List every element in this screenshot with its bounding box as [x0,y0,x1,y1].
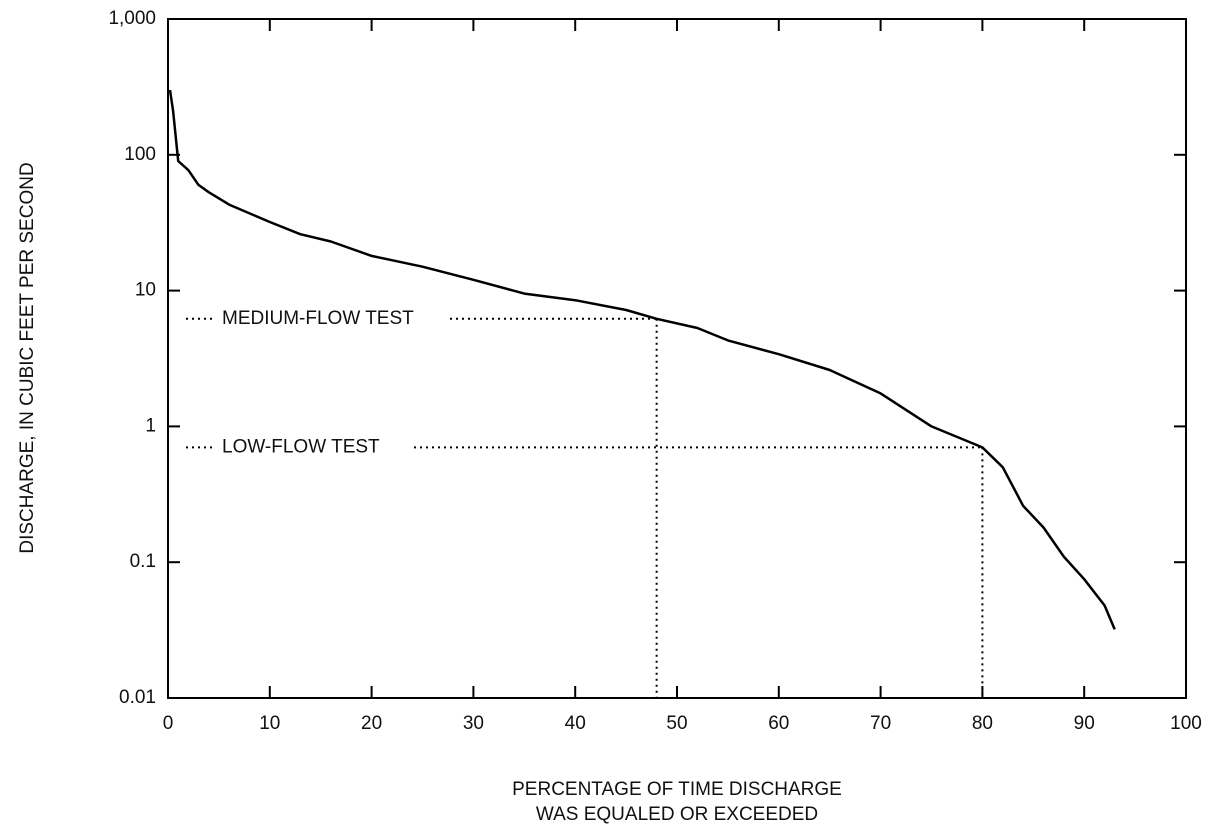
y-tick-label: 0.01 [119,687,156,708]
x-tick-label: 50 [666,713,687,734]
x-tick-label: 60 [768,713,789,734]
y-tick-label: 10 [135,280,156,301]
y-tick-label: 0.1 [130,551,156,572]
x-tick-label: 20 [361,713,382,734]
x-tick-label: 70 [870,713,891,734]
plot-frame [167,18,1187,699]
x-tick-label: 10 [259,713,280,734]
y-tick-label: 1 [145,415,156,436]
x-axis-label: WAS EQUALED OR EXCEEDED [536,804,818,825]
x-tick-label: 40 [565,713,586,734]
label-background [214,307,447,329]
y-tick-label: 1,000 [108,8,156,29]
x-axis-label: PERCENTAGE OF TIME DISCHARGE [512,779,842,800]
x-tick-label: 0 [163,713,174,734]
annotation: LOW-FLOW TEST [222,436,380,457]
label-background [214,436,413,458]
x-tick-label: 90 [1074,713,1095,734]
x-tick-label: 80 [972,713,993,734]
y-axis-label: DISCHARGE, IN CUBIC FEET PER SECOND [17,162,38,553]
data-line [168,89,1116,630]
annotation: MEDIUM-FLOW TEST [222,308,414,329]
y-tick-label: 100 [124,144,156,165]
x-tick-label: 100 [1170,713,1202,734]
x-tick-label: 30 [463,713,484,734]
